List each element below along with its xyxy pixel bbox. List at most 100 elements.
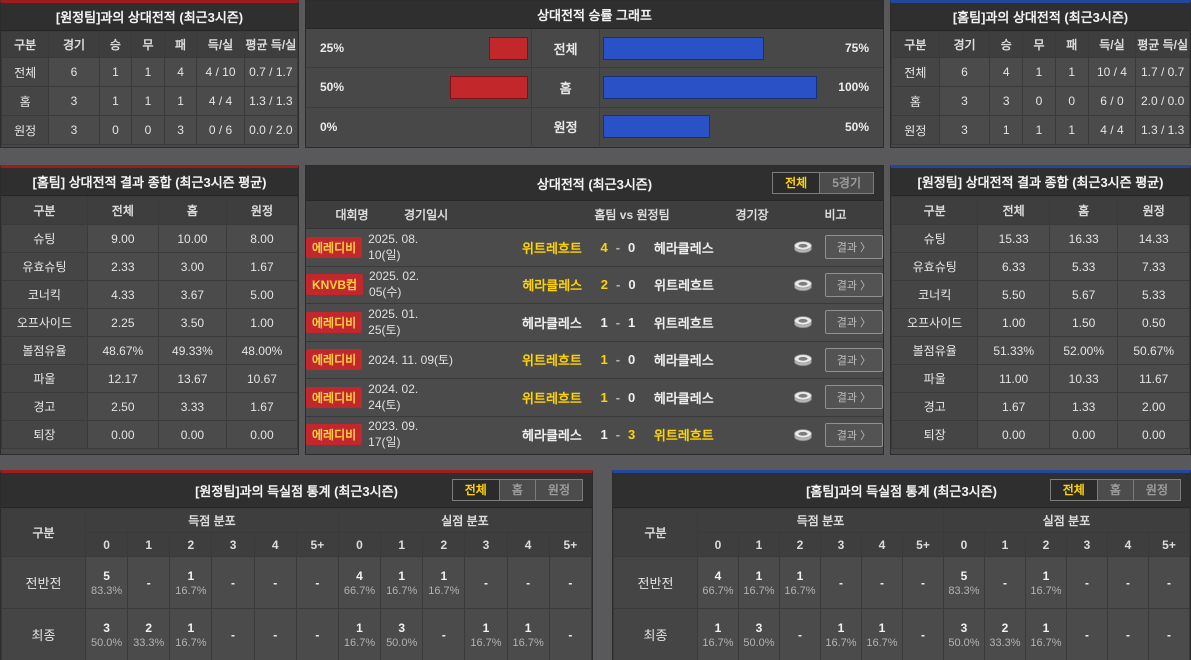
table-row: 퇴장 0.00 0.00 0.00: [1, 420, 299, 449]
home-winrate-bar: [603, 36, 764, 60]
cell: 3.50: [157, 308, 227, 337]
filter-away-button[interactable]: 원정: [534, 480, 582, 500]
panel-title: [원정팀] 상대전적 결과 종합 (최근3시즌 평균): [891, 168, 1190, 196]
cell: 1: [1022, 115, 1056, 145]
bin-header: 3: [211, 532, 255, 557]
filter-all-button[interactable]: 전체: [1050, 480, 1097, 500]
col-header-date: 경기일시: [404, 208, 449, 222]
stadium-icon[interactable]: [792, 428, 814, 442]
cell: 4 66.7%: [337, 556, 382, 609]
cell: 0.7 / 1.7: [243, 57, 299, 87]
result-button[interactable]: 결과 〉: [824, 272, 883, 297]
goals-filter-group: 전체 홈 원정: [1049, 479, 1181, 501]
result-button[interactable]: 결과 〉: [824, 310, 883, 335]
table-row: 원정 3 0 0 3 0 / 6 0.0 / 2.0: [0, 115, 299, 145]
cell: 0.00: [977, 420, 1050, 449]
score-separator: -: [615, 314, 621, 330]
cell: 1.50: [1048, 308, 1119, 337]
cell: 11.67: [1117, 364, 1190, 393]
cell: -: [820, 556, 862, 609]
col-header: 구분: [613, 508, 698, 557]
away-winrate-bar: [450, 75, 529, 99]
stadium-icon[interactable]: [792, 278, 814, 292]
result-button[interactable]: 결과 〉: [824, 422, 883, 447]
stadium-icon[interactable]: [792, 390, 814, 404]
match-history-titlebar: 상대전적 (최근3시즌) 전체 5경기: [306, 166, 883, 201]
table-row: 파울 11.00 10.33 11.67: [890, 364, 1190, 393]
table-row: 코너킥 5.50 5.67 5.33: [890, 280, 1190, 309]
bin-header: 5+: [295, 532, 339, 557]
bin-header: 0: [337, 532, 382, 557]
away-team-name: 헤라클레스: [653, 353, 714, 369]
filter-away-button[interactable]: 원정: [1132, 480, 1180, 500]
filter-home-button[interactable]: 홈: [498, 480, 535, 500]
conceded-group-header: 실점 분포: [943, 508, 1190, 533]
result-button[interactable]: 결과 〉: [824, 235, 883, 260]
cell: -: [548, 608, 593, 660]
panel-title: [홈팀] 상대전적 결과 종합 (최근3시즌 평균): [1, 168, 298, 196]
home-team-name: 위트레흐트: [522, 353, 582, 369]
row-label: 원정: [0, 115, 50, 145]
bin-header: 3: [820, 532, 862, 557]
cell: 1: [98, 57, 133, 87]
row-label: 원정: [891, 115, 940, 145]
cell: 3.67: [157, 280, 227, 309]
col-header: 원정: [225, 196, 299, 225]
graph-category-label: 홈: [531, 68, 601, 107]
goals-away-table: 구분 득점 분포 실점 분포 0 1 2 3 4 5+ 0 1 2: [1, 508, 593, 660]
result-button[interactable]: 결과 〉: [824, 347, 883, 372]
cell: 1 16.7%: [1025, 556, 1067, 609]
cell: -: [548, 556, 593, 609]
cell: 3.33: [157, 392, 227, 421]
cell: 1.7 / 0.7: [1135, 57, 1190, 87]
col-header-stadium: 경기장: [735, 208, 769, 222]
cell: 1 16.7%: [380, 556, 424, 609]
cell: 5 83.3%: [84, 556, 129, 609]
cell: 10 / 4: [1087, 57, 1137, 87]
cell: 4 / 4: [196, 86, 245, 116]
table-row: 슈팅 9.00 10.00 8.00: [1, 224, 299, 253]
cell: 3: [48, 86, 100, 116]
row-label: 최종: [613, 608, 698, 660]
table-row: 홈 3 1 1 1 4 / 4 1.3 / 1.3: [0, 86, 299, 116]
cell: 4.33: [86, 280, 159, 309]
stadium-icon[interactable]: [792, 240, 814, 254]
cell: 2.33: [86, 252, 159, 281]
result-button[interactable]: 결과 〉: [824, 385, 883, 410]
graph-category-label: 전체: [531, 29, 601, 68]
stat-label: 코너킥: [890, 280, 979, 309]
away-team-name: 위트레흐트: [653, 428, 714, 444]
stadium-icon[interactable]: [792, 353, 814, 367]
score-separator: -: [615, 239, 621, 255]
cell: 5 83.3%: [943, 556, 985, 609]
col-header: 평균 득/실: [243, 31, 299, 58]
league-badge: 에레디비: [306, 236, 363, 258]
cell: 13.67: [157, 364, 227, 393]
table-row: 전체 6 1 1 4 4 / 10 0.7 / 1.7: [0, 57, 299, 87]
away-score: 0: [628, 352, 636, 368]
cell: 4 / 10: [196, 57, 245, 87]
bin-header: 5+: [1148, 532, 1190, 557]
league-badge: 에레디비: [306, 424, 363, 446]
goals-home-table: 구분 득점 분포 실점 분포 0 1 2 3 4 5+ 0 1 2: [613, 508, 1190, 660]
cell: 50.67%: [1117, 336, 1190, 365]
panel-title: [홈팀]과의 득실점 통계 (최근3시즌): [806, 483, 997, 499]
home-pct-label: 50%: [844, 119, 869, 134]
home-pct-label: 75%: [844, 41, 869, 56]
table-row: 슈팅 15.33 16.33 14.33: [890, 224, 1190, 253]
cell: 5.50: [977, 280, 1050, 309]
filter-all-button[interactable]: 전체: [452, 480, 499, 500]
filter-5games-button[interactable]: 5경기: [819, 173, 873, 193]
stadium-icon[interactable]: [792, 315, 814, 329]
bin-header: 4: [253, 532, 297, 557]
filter-all-button[interactable]: 전체: [773, 173, 820, 193]
cell: 6 / 0: [1087, 86, 1137, 116]
table-row: 최종 1 16.7% 3 50.0% - 1 16.7% 1 16.7% - 3 50.0…: [613, 608, 1190, 660]
col-header: 구분: [891, 31, 940, 58]
table-row: 오프사이드 2.25 3.50 1.00: [1, 308, 299, 337]
cell: 1 16.7%: [861, 608, 903, 660]
col-header-league: 대회명: [335, 208, 369, 222]
table-row: 최종 3 50.0% 2 33.3% 1 16.7% - - - 1 16.7% 3 50…: [1, 608, 593, 660]
filter-home-button[interactable]: 홈: [1096, 480, 1133, 500]
cell: 1.00: [977, 308, 1050, 337]
